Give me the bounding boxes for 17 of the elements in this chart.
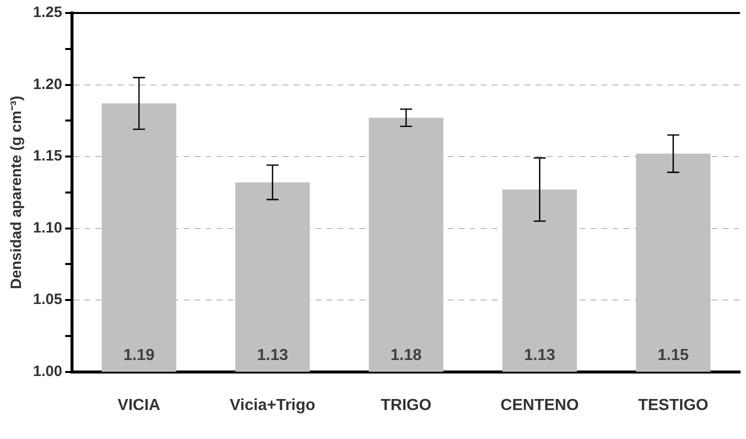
data-label: 1.15 [658,347,689,364]
x-tick-label: TRIGO [380,396,432,414]
y-axis-title: Densidad aparente (g cm⁻³) [8,96,26,290]
x-tick-label: TESTIGO [638,396,708,414]
y-tick-label: 1.00 [32,362,62,380]
data-label: 1.13 [256,347,288,364]
x-tick-label: CENTENO [500,396,579,414]
data-label: 1.18 [390,347,422,364]
y-tick-label: 1.15 [32,148,62,165]
y-tick-label: 1.05 [32,291,62,308]
y-tick-label: 1.25 [32,4,62,22]
x-tick-label: VICIA [118,396,161,414]
y-tick-label: 1.10 [32,219,62,236]
y-tick-label: 1.20 [32,76,62,93]
x-tick-label: Vicia+Trigo [230,396,316,414]
data-label: 1.19 [123,347,155,364]
data-label: 1.13 [524,347,556,364]
